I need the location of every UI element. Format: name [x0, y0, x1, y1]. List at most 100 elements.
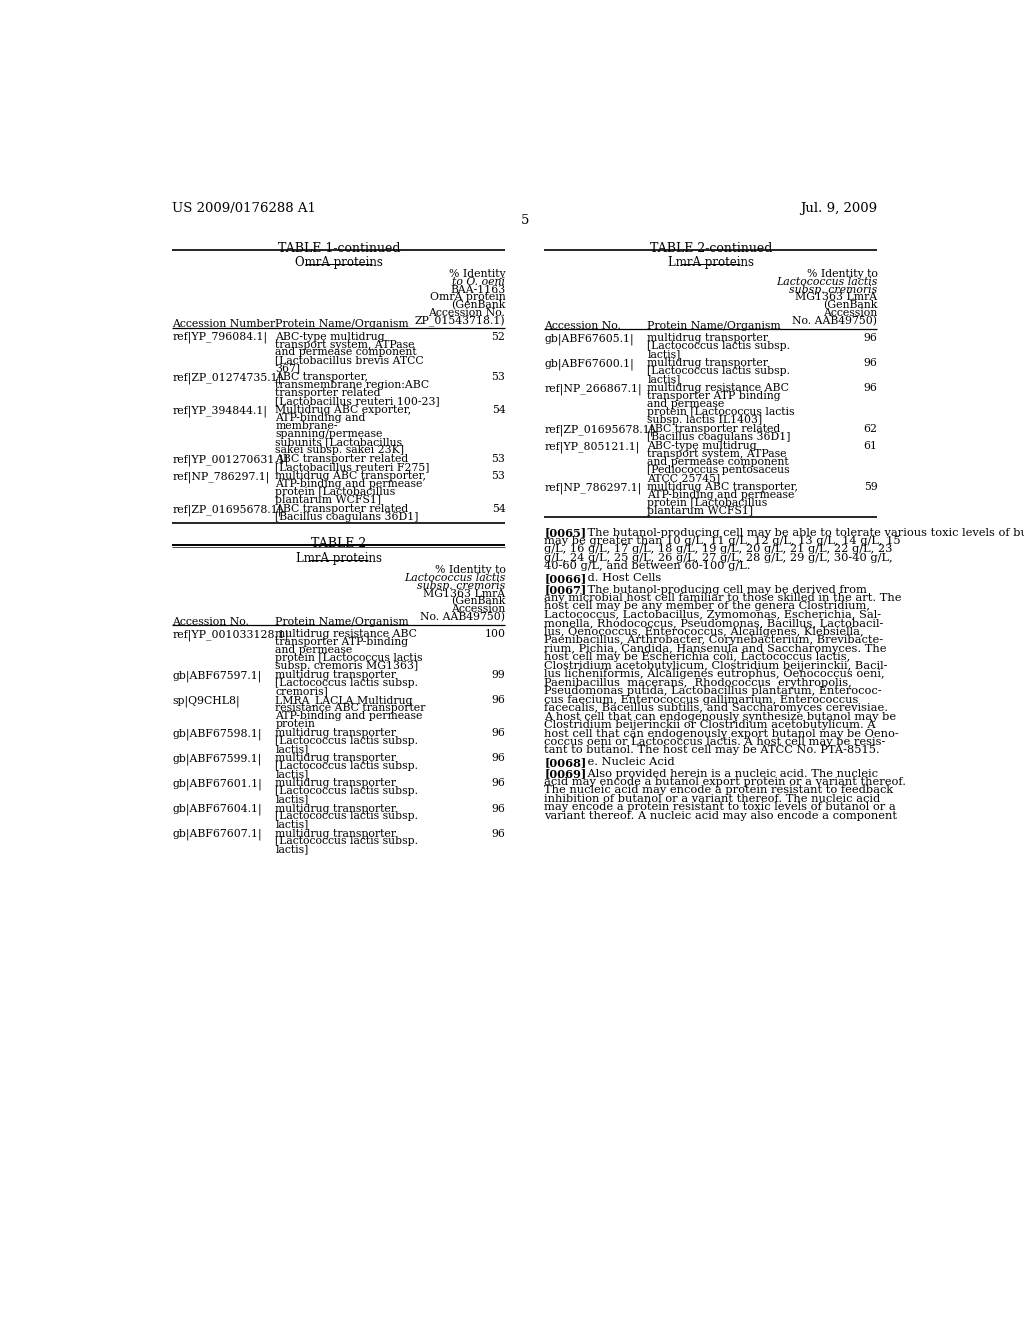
Text: host cell may be any member of the genera Clostridium,: host cell may be any member of the gener…: [544, 602, 870, 611]
Text: Protein Name/Organism: Protein Name/Organism: [647, 321, 781, 331]
Text: multidrug transporter: multidrug transporter: [275, 671, 396, 680]
Text: spanning/permease: spanning/permease: [275, 429, 383, 440]
Text: lactis]: lactis]: [275, 820, 308, 829]
Text: ABC transporter related: ABC transporter related: [275, 454, 409, 465]
Text: 96: 96: [492, 804, 506, 813]
Text: MG1363 LmrA: MG1363 LmrA: [796, 293, 878, 302]
Text: ATP-binding and permease: ATP-binding and permease: [275, 711, 423, 721]
Text: The nucleic acid may encode a protein resistant to feedback: The nucleic acid may encode a protein re…: [544, 785, 893, 796]
Text: ref|YP_001270631.1|: ref|YP_001270631.1|: [172, 454, 289, 466]
Text: [0069]: [0069]: [544, 768, 587, 780]
Text: protein [Lactobacillus: protein [Lactobacillus: [647, 498, 768, 508]
Text: ATCC 25745]: ATCC 25745]: [647, 473, 720, 483]
Text: lactis]: lactis]: [275, 770, 308, 779]
Text: and permease: and permease: [275, 645, 352, 655]
Text: to O. oeni: to O. oeni: [453, 277, 506, 286]
Text: transporter ATP binding: transporter ATP binding: [647, 391, 781, 401]
Text: ABC-type multidrug: ABC-type multidrug: [275, 331, 385, 342]
Text: and permease component: and permease component: [647, 457, 788, 467]
Text: may be greater than 10 g/L, 11 g/L, 12 g/L, 13 g/L, 14 g/L, 15: may be greater than 10 g/L, 11 g/L, 12 g…: [544, 536, 901, 546]
Text: ref|NP_786297.1|: ref|NP_786297.1|: [544, 482, 642, 494]
Text: ref|YP_796084.1|: ref|YP_796084.1|: [172, 331, 267, 343]
Text: [Lactococcus lactis subsp.: [Lactococcus lactis subsp.: [275, 812, 418, 821]
Text: facecalis, Baceillus subtilis, and Saccharomyces cerevisiae.: facecalis, Baceillus subtilis, and Sacch…: [544, 704, 888, 713]
Text: % Identity: % Identity: [449, 269, 506, 280]
Text: plantarum WCFS1]: plantarum WCFS1]: [647, 506, 754, 516]
Text: sp|Q9CHL8|: sp|Q9CHL8|: [172, 696, 240, 706]
Text: multidrug transporter: multidrug transporter: [275, 729, 396, 738]
Text: gb|ABF67604.1|: gb|ABF67604.1|: [172, 804, 262, 814]
Text: subsp. cremoris: subsp. cremoris: [417, 581, 506, 591]
Text: The butanol-producing cell may be able to tolerate various toxic levels of butan: The butanol-producing cell may be able t…: [573, 528, 1024, 537]
Text: Accession Number: Accession Number: [172, 319, 275, 329]
Text: [Lactococcus lactis subsp.: [Lactococcus lactis subsp.: [275, 762, 418, 771]
Text: gb|ABF67607.1|: gb|ABF67607.1|: [172, 829, 262, 840]
Text: transporter ATP-binding: transporter ATP-binding: [275, 638, 409, 647]
Text: 99: 99: [492, 671, 506, 680]
Text: Accession No.: Accession No.: [544, 321, 621, 331]
Text: [Bacillus coagulans 36D1]: [Bacillus coagulans 36D1]: [647, 432, 791, 442]
Text: resistance ABC transporter: resistance ABC transporter: [275, 704, 426, 713]
Text: TABLE 2-continued: TABLE 2-continued: [649, 242, 772, 255]
Text: Jul. 9, 2009: Jul. 9, 2009: [801, 202, 878, 215]
Text: transport system, ATPase: transport system, ATPase: [275, 339, 415, 350]
Text: [Lactobacillus brevis ATCC: [Lactobacillus brevis ATCC: [275, 355, 424, 366]
Text: ref|ZP_01695678.1|: ref|ZP_01695678.1|: [172, 504, 282, 516]
Text: host cell that can endogenously export butanol may be Oeno-: host cell that can endogenously export b…: [544, 729, 899, 738]
Text: [0065]: [0065]: [544, 528, 587, 539]
Text: Accession: Accession: [823, 308, 878, 318]
Text: multidrug transporter: multidrug transporter: [275, 804, 396, 813]
Text: ref|NP_786297.1|: ref|NP_786297.1|: [172, 471, 269, 483]
Text: 96: 96: [492, 754, 506, 763]
Text: [Lactobacillus reuteri 100-23]: [Lactobacillus reuteri 100-23]: [275, 396, 440, 407]
Text: TABLE 1-continued: TABLE 1-continued: [278, 242, 400, 255]
Text: US 2009/0176288 A1: US 2009/0176288 A1: [172, 202, 316, 215]
Text: tant to butanol. The host cell may be ATCC No. PTA-8515.: tant to butanol. The host cell may be AT…: [544, 746, 880, 755]
Text: 52: 52: [492, 331, 506, 342]
Text: % Identity to: % Identity to: [434, 565, 506, 576]
Text: OmrA proteins: OmrA proteins: [295, 256, 383, 269]
Text: protein [Lactobacillus: protein [Lactobacillus: [275, 487, 395, 498]
Text: multidrug resistance ABC: multidrug resistance ABC: [647, 383, 790, 393]
Text: gb|ABF67601.1|: gb|ABF67601.1|: [172, 779, 262, 789]
Text: ATP-binding and: ATP-binding and: [275, 413, 366, 424]
Text: Lactococcus lactis: Lactococcus lactis: [404, 573, 506, 583]
Text: cremoris]: cremoris]: [275, 686, 328, 696]
Text: A host cell that can endogenously synthesize butanol may be: A host cell that can endogenously synthe…: [544, 711, 896, 722]
Text: subsp. cremoris MG1363]: subsp. cremoris MG1363]: [275, 661, 419, 671]
Text: may encode a protein resistant to toxic levels of butanol or a: may encode a protein resistant to toxic …: [544, 803, 896, 812]
Text: ref|ZP_01274735.1|: ref|ZP_01274735.1|: [172, 372, 282, 384]
Text: multidrug transporter: multidrug transporter: [275, 754, 396, 763]
Text: 53: 53: [492, 471, 506, 482]
Text: [Lactococcus lactis subsp.: [Lactococcus lactis subsp.: [647, 341, 791, 351]
Text: and permease: and permease: [647, 399, 725, 409]
Text: Protein Name/Organism: Protein Name/Organism: [275, 616, 409, 627]
Text: [0068]: [0068]: [544, 756, 587, 768]
Text: ref|YP_001033128.1|: ref|YP_001033128.1|: [172, 630, 289, 640]
Text: (GenBank: (GenBank: [451, 300, 506, 310]
Text: gb|ABF67599.1|: gb|ABF67599.1|: [172, 754, 261, 764]
Text: membrane-: membrane-: [275, 421, 338, 432]
Text: 96: 96: [863, 333, 878, 343]
Text: Protein Name/Organism: Protein Name/Organism: [275, 319, 409, 329]
Text: multidrug resistance ABC: multidrug resistance ABC: [275, 630, 417, 639]
Text: 53: 53: [492, 372, 506, 383]
Text: inhibition of butanol or a variant thereof. The nucleic acid: inhibition of butanol or a variant there…: [544, 793, 881, 804]
Text: lactis]: lactis]: [275, 845, 308, 854]
Text: [Lactococcus lactis subsp.: [Lactococcus lactis subsp.: [275, 737, 418, 746]
Text: plantarum WCFS1]: plantarum WCFS1]: [275, 495, 381, 504]
Text: 54: 54: [492, 504, 506, 515]
Text: protein: protein: [275, 719, 315, 729]
Text: Pseudomonas putida, Lactobacillus plantarum, Enterococ-: Pseudomonas putida, Lactobacillus planta…: [544, 686, 882, 696]
Text: Paenibacillus  macerans,  Rhodococcus  erythropolis,: Paenibacillus macerans, Rhodococcus eryt…: [544, 677, 852, 688]
Text: multidrug transporter: multidrug transporter: [647, 333, 768, 343]
Text: 96: 96: [492, 696, 506, 705]
Text: lus, Oenococcus, Enterococcus, Alcaligenes, Klebsiella,: lus, Oenococcus, Enterococcus, Alcaligen…: [544, 627, 864, 636]
Text: rium, Pichia, Candida, Hansenula and Saccharomyces. The: rium, Pichia, Candida, Hansenula and Sac…: [544, 644, 887, 653]
Text: lactis]: lactis]: [647, 374, 681, 384]
Text: [Lactococcus lactis subsp.: [Lactococcus lactis subsp.: [647, 366, 791, 376]
Text: ref|NP_266867.1|: ref|NP_266867.1|: [544, 383, 642, 395]
Text: OmrA protein: OmrA protein: [430, 293, 506, 302]
Text: [Lactococcus lactis subsp.: [Lactococcus lactis subsp.: [275, 678, 418, 688]
Text: coccus oeni or Lactococcus lactis. A host cell may be resis-: coccus oeni or Lactococcus lactis. A hos…: [544, 737, 886, 747]
